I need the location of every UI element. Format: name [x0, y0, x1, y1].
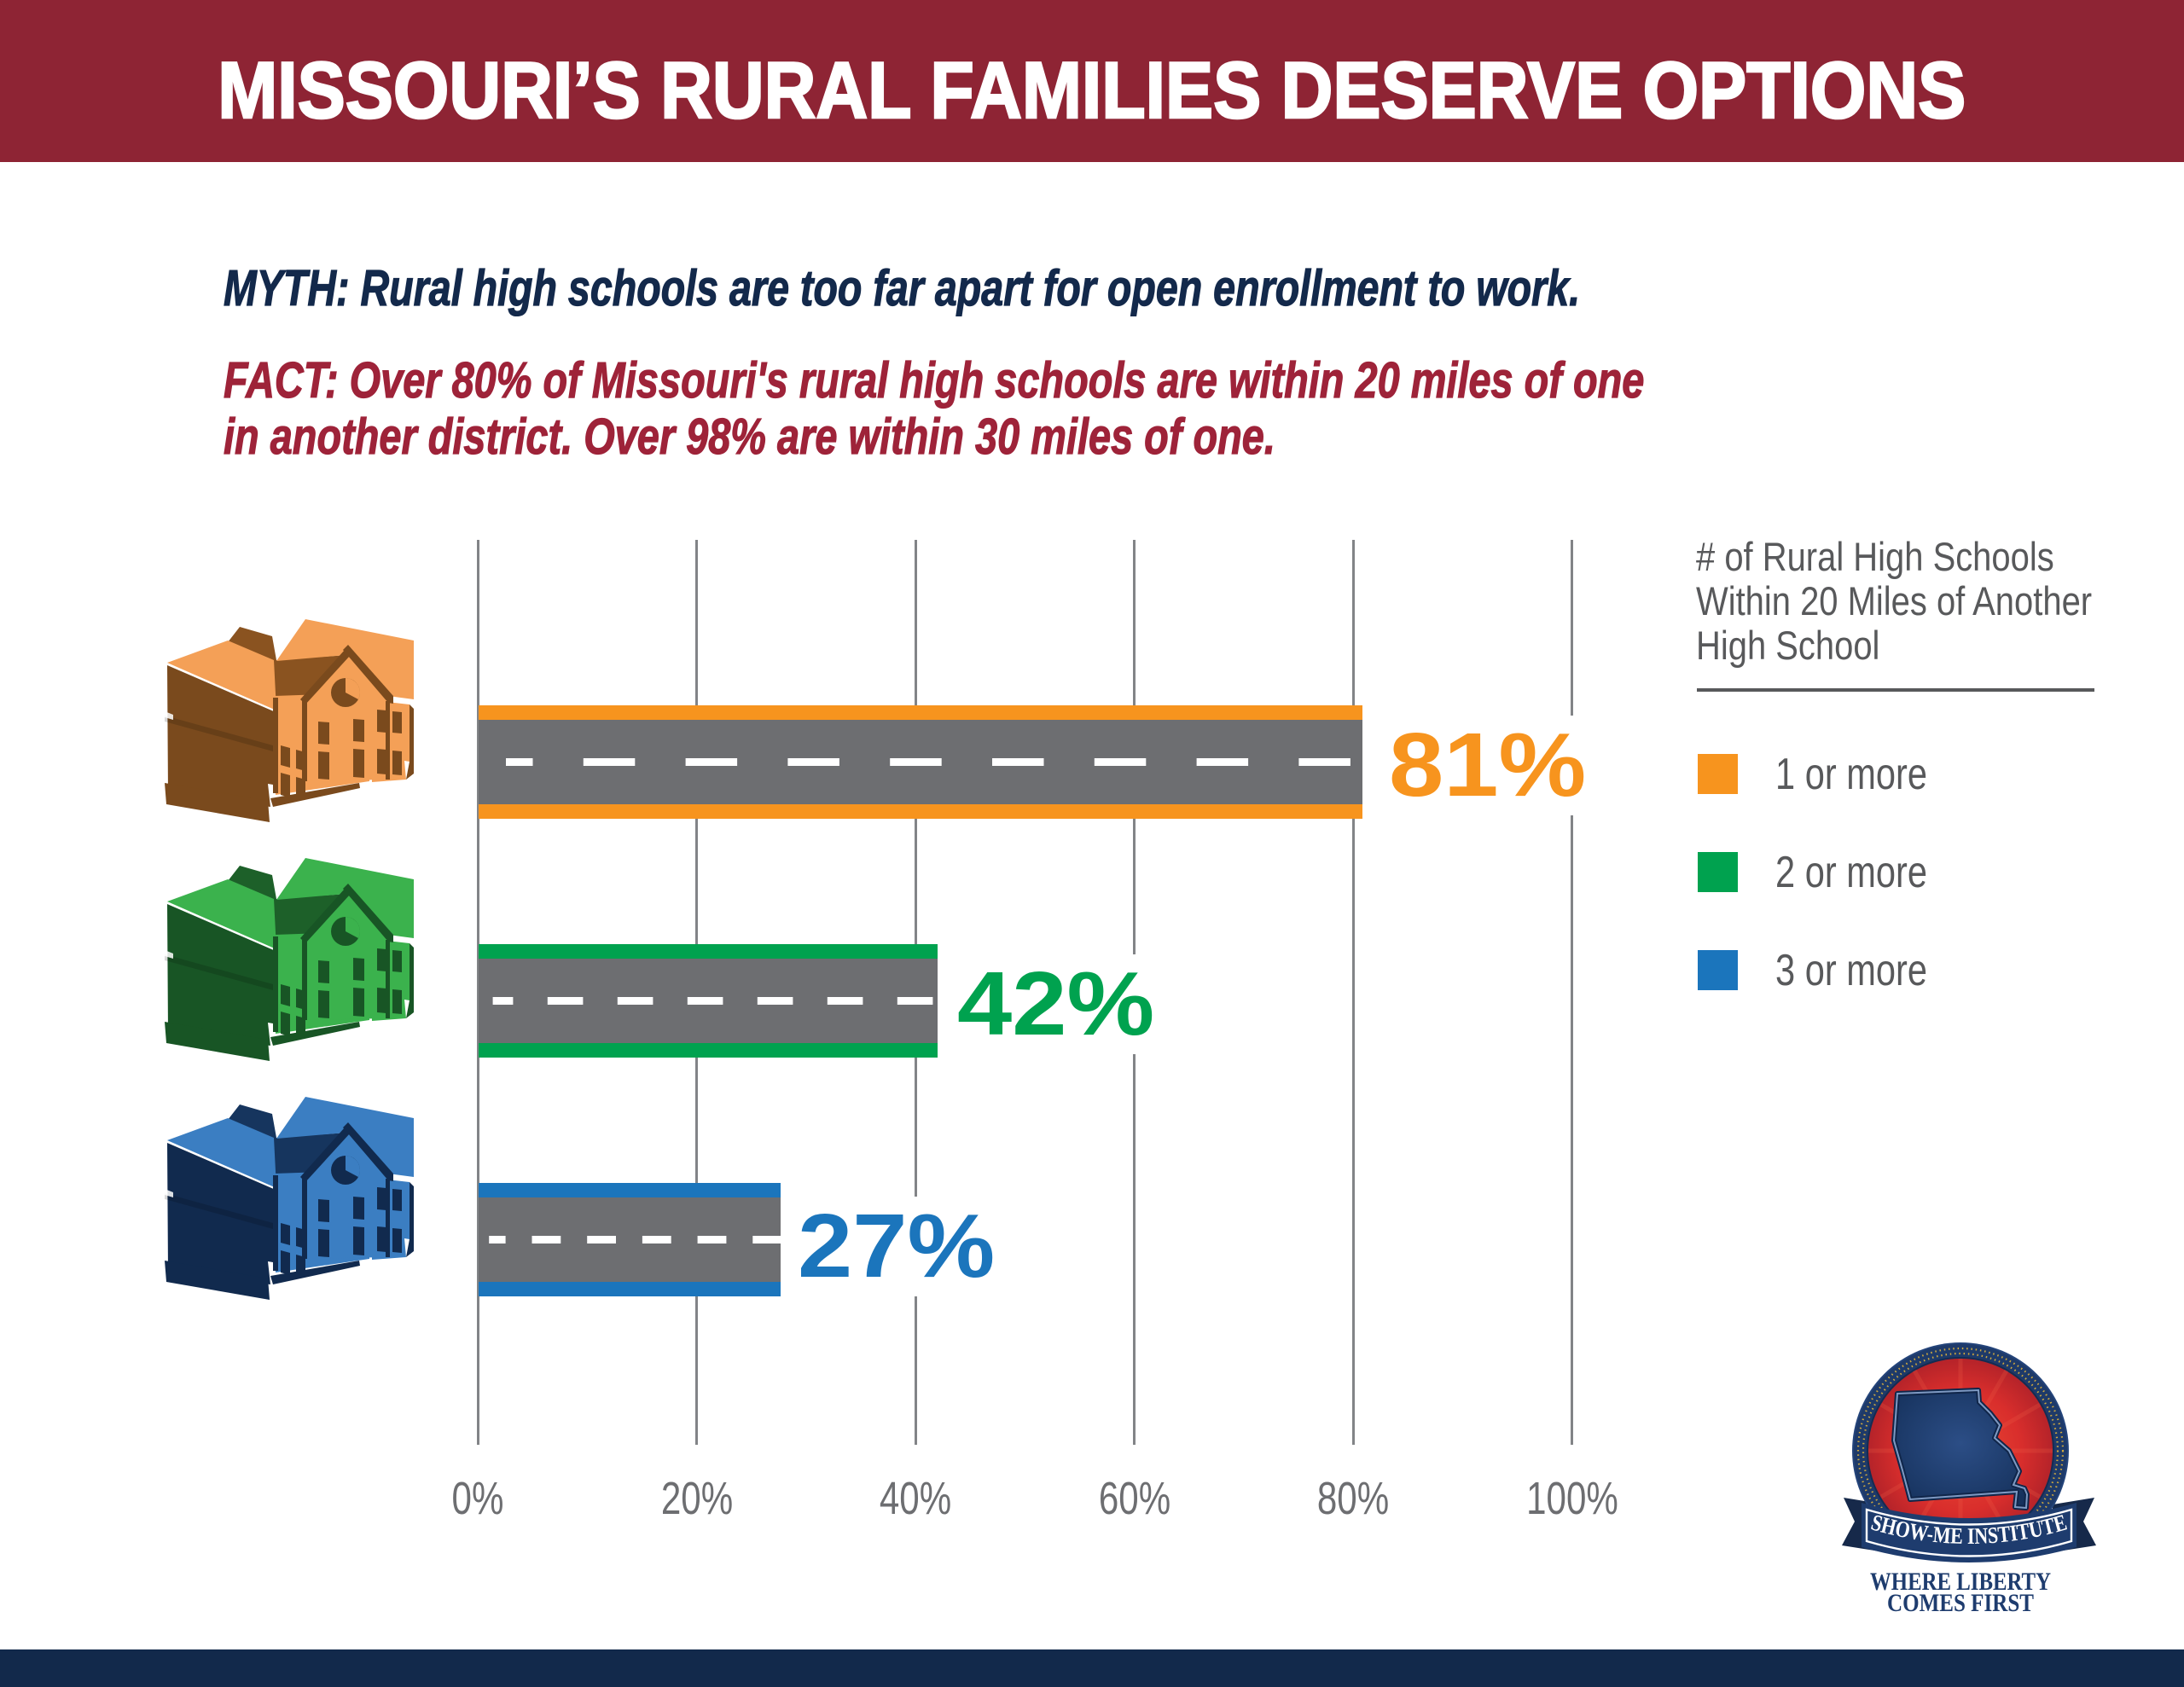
svg-text:WHERE LIBERTY: WHERE LIBERTY — [1870, 1568, 2051, 1596]
svg-text:COMES FIRST: COMES FIRST — [1887, 1589, 2034, 1617]
